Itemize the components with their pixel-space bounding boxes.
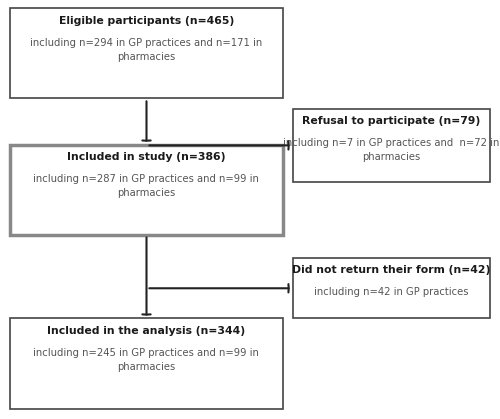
Text: Did not return their form (n=42): Did not return their form (n=42): [292, 265, 490, 275]
Text: Refusal to participate (n=79): Refusal to participate (n=79): [302, 116, 480, 127]
Text: including n=42 in GP practices: including n=42 in GP practices: [314, 287, 468, 297]
Text: including n=7 in GP practices and  n=72 in
pharmacies: including n=7 in GP practices and n=72 i…: [283, 138, 500, 162]
Text: including n=287 in GP practices and n=99 in
pharmacies: including n=287 in GP practices and n=99…: [34, 174, 259, 198]
FancyBboxPatch shape: [10, 318, 282, 409]
Text: including n=245 in GP practices and n=99 in
pharmacies: including n=245 in GP practices and n=99…: [34, 348, 259, 372]
FancyBboxPatch shape: [292, 109, 490, 182]
Text: Eligible participants (n=465): Eligible participants (n=465): [58, 16, 234, 26]
Text: including n=294 in GP practices and n=171 in
pharmacies: including n=294 in GP practices and n=17…: [30, 38, 262, 62]
Text: Included in study (n=386): Included in study (n=386): [67, 152, 226, 162]
FancyBboxPatch shape: [10, 145, 282, 235]
FancyBboxPatch shape: [10, 8, 282, 98]
FancyBboxPatch shape: [292, 258, 490, 318]
Text: Included in the analysis (n=344): Included in the analysis (n=344): [47, 326, 246, 336]
